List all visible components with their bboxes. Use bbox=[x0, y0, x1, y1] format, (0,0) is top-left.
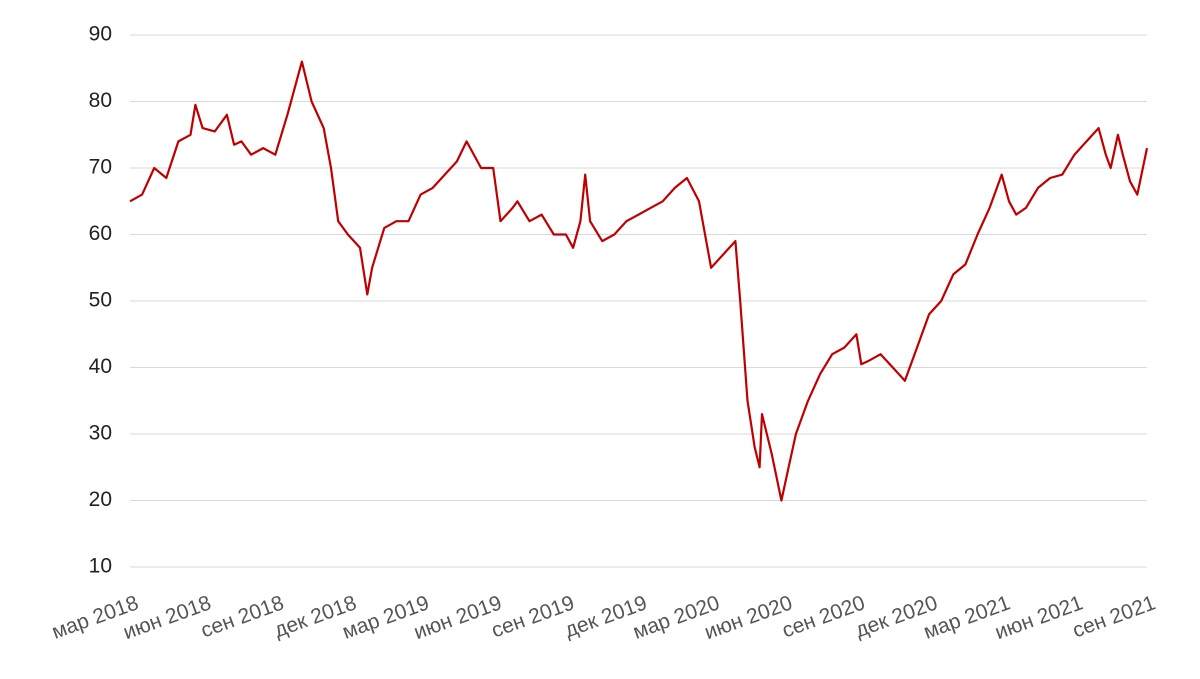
x-tick-label: сен 2019 bbox=[488, 591, 577, 642]
y-tick-label: 60 bbox=[89, 222, 112, 245]
y-tick-label: 10 bbox=[89, 555, 112, 578]
y-tick-label: 90 bbox=[89, 23, 112, 46]
y-tick-label: 40 bbox=[89, 355, 112, 378]
x-tick-label: сен 2020 bbox=[779, 591, 868, 642]
y-tick-label: 70 bbox=[89, 156, 112, 179]
price-line bbox=[129, 60, 1149, 502]
y-tick-label: 20 bbox=[89, 488, 112, 511]
y-tick-label: 50 bbox=[89, 289, 112, 312]
x-tick-label: сен 2021 bbox=[1070, 591, 1159, 642]
x-tick-label: сен 2018 bbox=[198, 591, 287, 642]
y-tick-label: 80 bbox=[89, 89, 112, 112]
y-tick-label: 30 bbox=[89, 422, 112, 445]
